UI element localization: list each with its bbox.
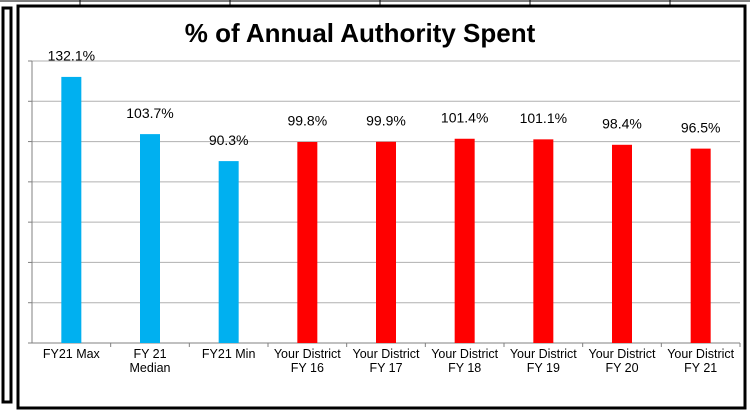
x-tick-label: Your District FY 18 — [431, 347, 499, 375]
bar — [61, 76, 82, 344]
side-frame — [1, 6, 13, 404]
data-label: 101.4% — [441, 109, 488, 125]
data-label: 103.7% — [126, 105, 173, 121]
data-label: 101.1% — [520, 110, 567, 126]
bar — [218, 161, 239, 343]
data-label: 99.8% — [287, 113, 327, 129]
data-label: 96.5% — [681, 119, 721, 135]
bar — [612, 144, 632, 343]
x-tick-label: FY21 Min — [201, 347, 256, 361]
data-label: 98.4% — [602, 115, 642, 131]
bar — [140, 134, 160, 343]
bar — [376, 141, 396, 343]
bar — [454, 138, 475, 343]
x-tick-label: Your District FY 20 — [588, 347, 656, 375]
x-tick-label: Your District FY 17 — [352, 347, 420, 375]
x-tick-label: Your District FY 21 — [667, 347, 735, 375]
chart-title: % of Annual Authority Spent — [185, 18, 536, 48]
bar — [690, 148, 711, 343]
x-tick-label: FY 21 Median — [129, 347, 171, 375]
x-tick-label: Your District FY 16 — [273, 347, 341, 375]
x-tick-label: Your District FY 19 — [509, 347, 577, 375]
data-label: 132.1% — [48, 48, 95, 64]
x-tick-label: FY21 Max — [42, 347, 100, 361]
bar — [297, 141, 318, 343]
data-label: 99.9% — [366, 112, 406, 128]
bar — [533, 139, 554, 343]
data-label: 90.3% — [209, 132, 249, 148]
